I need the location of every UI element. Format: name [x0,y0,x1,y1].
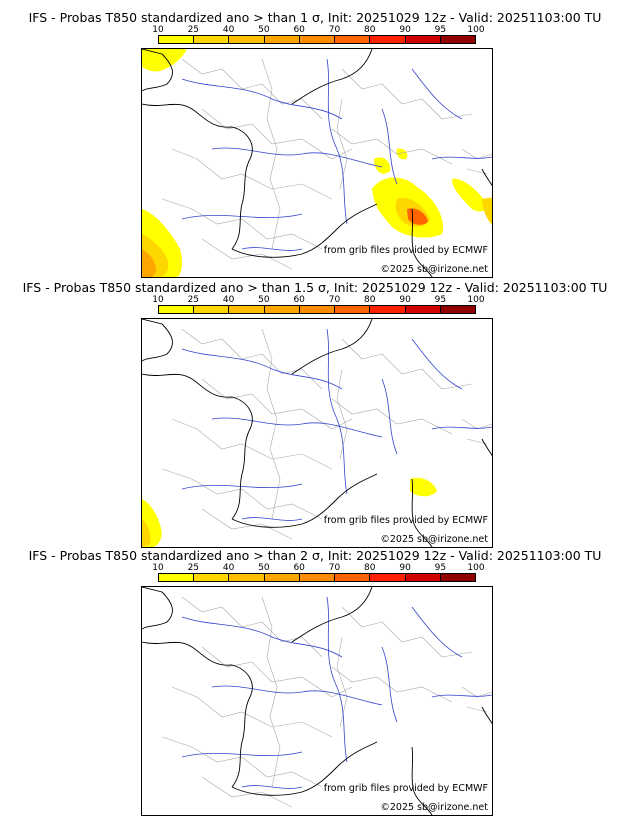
rivers [181,58,492,251]
map-frame: from grib files provided by ECMWF ©2025 … [141,586,493,816]
scale-swatch [229,574,265,581]
legend-label: 25 [187,563,200,573]
rivers [181,328,492,521]
scale-swatch [370,574,406,581]
legend-label: 25 [187,25,200,35]
color-scale-bar [158,305,476,314]
scale-swatch [370,36,406,43]
scale-swatch [440,306,475,313]
scale-swatch [440,574,475,581]
scale-swatch [159,574,195,581]
legend-label: 95 [434,25,447,35]
scale-swatch [370,306,406,313]
scale-swatch [194,574,230,581]
legend-label: 50 [258,563,270,573]
admin-borders [161,596,492,808]
legend-label: 70 [328,25,341,35]
legend-label: 95 [434,563,447,573]
probability-fill [142,477,437,547]
legend-label: 100 [467,563,485,573]
scale-swatch [299,574,336,581]
legend-label: 10 [152,295,164,305]
legend-label: 10 [152,25,164,35]
scale-swatch [440,36,475,43]
legend-label: 70 [328,295,341,305]
legend-labels: 10 25 40 50 60 70 80 90 95 100 [152,295,484,305]
panel-title: IFS - Probas T850 standardized ano > tha… [28,548,602,563]
scale-swatch [299,36,336,43]
scale-swatch [335,36,371,43]
copyright-text: ©2025 sb@irizone.net [380,264,488,275]
copyright-text: ©2025 sb@irizone.net [380,802,488,813]
source-note: from grib files provided by ECMWF [323,515,488,526]
scale-swatch [159,306,195,313]
map-canvas [142,319,492,547]
legend-label: 100 [467,25,485,35]
scale-swatch [194,306,230,313]
scale-swatch [159,36,195,43]
map-frame: from grib files provided by ECMWF ©2025 … [141,318,493,548]
scale-swatch [335,574,371,581]
legend-labels: 10 25 40 50 60 70 80 90 95 100 [152,563,484,573]
legend-label: 10 [152,563,164,573]
legend-label: 60 [293,563,305,573]
legend-label: 80 [364,563,376,573]
legend-label: 95 [434,295,447,305]
legend-label: 80 [364,295,376,305]
scale-swatch [264,306,300,313]
scale-swatch [299,306,336,313]
scale-swatch [405,574,441,581]
panel-title: IFS - Probas T850 standardized ano > tha… [22,280,608,295]
coastlines [142,49,492,277]
legend-label: 80 [364,25,376,35]
coastlines [142,587,492,815]
map-frame: from grib files provided by ECMWF ©2025 … [141,48,493,278]
coastlines [142,319,492,547]
legend-label: 50 [258,25,270,35]
scale-swatch [405,306,441,313]
legend-label: 50 [258,295,270,305]
map-canvas [142,49,492,277]
legend-label: 90 [399,295,411,305]
scale-swatch [194,36,230,43]
map-panel-1sigma: IFS - Probas T850 standardized ano > tha… [0,10,630,280]
map-canvas [142,587,492,815]
panel-title: IFS - Probas T850 standardized ano > tha… [28,10,602,25]
admin-borders [161,328,492,540]
legend-label: 70 [328,563,341,573]
source-note: from grib files provided by ECMWF [323,783,488,794]
color-scale-bar [158,35,476,44]
legend-label: 40 [222,295,235,305]
probability-fill [142,49,492,277]
map-panel-1.5sigma: IFS - Probas T850 standardized ano > tha… [0,280,630,550]
scale-swatch [405,36,441,43]
legend-label: 60 [293,295,305,305]
scale-swatch [229,36,265,43]
rivers [181,596,492,789]
legend-label: 100 [467,295,485,305]
color-scale-bar [158,573,476,582]
legend-label: 40 [222,563,235,573]
map-panel-2sigma: IFS - Probas T850 standardized ano > tha… [0,548,630,818]
scale-swatch [335,306,371,313]
legend-label: 60 [293,25,305,35]
legend-label: 90 [399,25,411,35]
scale-swatch [264,36,300,43]
legend-label: 40 [222,25,235,35]
admin-borders [161,58,492,270]
copyright-text: ©2025 sb@irizone.net [380,534,488,545]
scale-swatch [229,306,265,313]
source-note: from grib files provided by ECMWF [323,245,488,256]
legend-label: 25 [187,295,200,305]
legend-label: 90 [399,563,411,573]
scale-swatch [264,574,300,581]
legend-labels: 10 25 40 50 60 70 80 90 95 100 [152,25,484,35]
